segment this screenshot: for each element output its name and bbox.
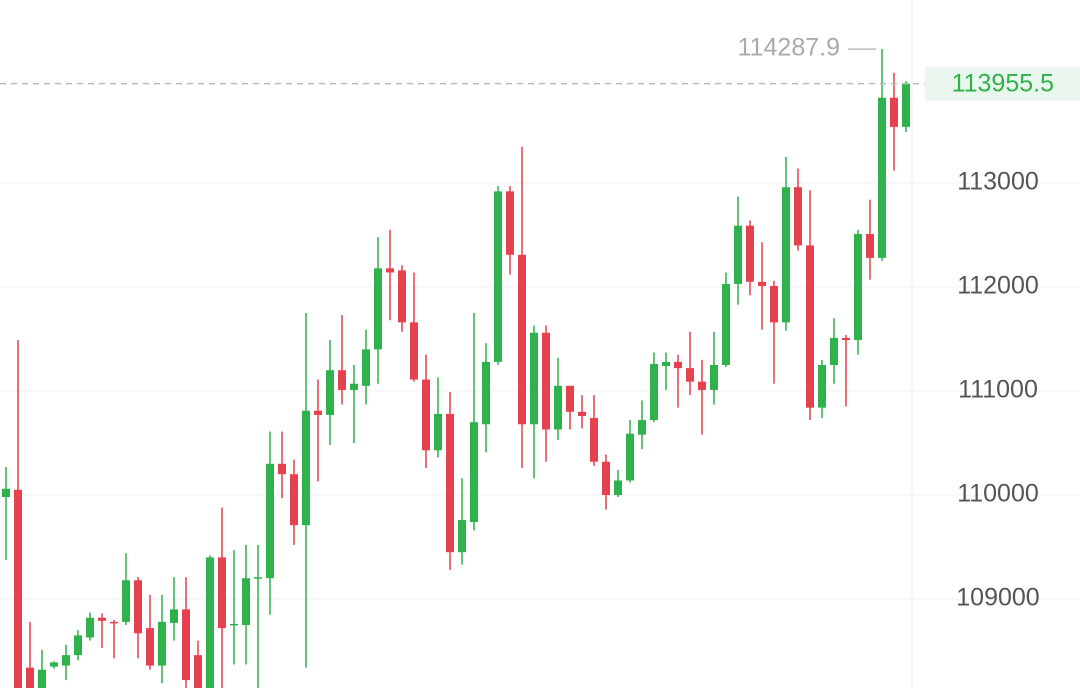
candle-body xyxy=(806,245,814,408)
candle-body xyxy=(794,187,802,246)
candle-body xyxy=(278,463,286,475)
y-tick-label: 111000 xyxy=(958,376,1038,404)
y-tick-label: 109000 xyxy=(956,584,1039,612)
candle-body xyxy=(230,623,238,626)
candle-body xyxy=(686,368,694,382)
y-tick-label: 110000 xyxy=(957,480,1039,508)
candle-body xyxy=(506,191,514,255)
candle-body xyxy=(14,489,22,688)
candle-body xyxy=(446,413,454,553)
candle-body xyxy=(698,381,706,390)
candle-body xyxy=(782,187,790,323)
candle-body xyxy=(830,337,838,366)
candle-body xyxy=(890,97,898,127)
candle-body xyxy=(710,365,718,390)
candle-body xyxy=(134,580,142,634)
candle-body xyxy=(542,332,550,430)
candle-body xyxy=(2,488,10,498)
candle-body xyxy=(578,411,586,416)
candle-body xyxy=(314,410,322,415)
candle-body xyxy=(746,225,754,282)
candle-body xyxy=(374,268,382,350)
candle-body xyxy=(434,413,442,451)
candle-body xyxy=(350,383,358,390)
candle-body xyxy=(74,635,82,656)
candle-body xyxy=(590,418,598,462)
candle-body xyxy=(98,617,106,621)
last-price-label: 113955.5 xyxy=(952,69,1054,97)
candle-body xyxy=(662,361,670,367)
candle-body xyxy=(722,283,730,366)
candle-body xyxy=(422,379,430,451)
candle-body xyxy=(338,370,346,390)
candle-body xyxy=(410,322,418,380)
candle-body xyxy=(266,463,274,579)
candle-body xyxy=(470,422,478,523)
candle-body xyxy=(170,609,178,623)
candle-body xyxy=(530,332,538,425)
candle-body xyxy=(110,621,118,624)
candle-body xyxy=(38,669,46,688)
candle-body xyxy=(770,285,778,323)
candle-body xyxy=(50,662,58,667)
y-tick-label: 113000 xyxy=(957,168,1039,196)
candle-body xyxy=(242,578,250,625)
candle-body xyxy=(554,385,562,430)
candle-body xyxy=(818,365,826,408)
candle-body xyxy=(494,191,502,362)
candle-body xyxy=(602,461,610,495)
candle-body xyxy=(362,349,370,386)
candle-body xyxy=(758,281,766,286)
candle-body xyxy=(458,519,466,553)
candle-body xyxy=(182,609,190,681)
last-price-badge xyxy=(925,66,1080,101)
candle-body xyxy=(518,254,526,425)
candle-body xyxy=(482,361,490,425)
candle-body xyxy=(398,270,406,323)
candle-body xyxy=(638,420,646,435)
candle-body xyxy=(206,557,214,688)
candle-body xyxy=(62,655,70,666)
candle-body xyxy=(122,580,130,622)
candle-body xyxy=(254,577,262,579)
candle-body xyxy=(86,617,94,638)
candle-body xyxy=(650,363,658,421)
candle-body xyxy=(326,370,334,415)
candle-body xyxy=(566,385,574,412)
max-price-label: 114287.9 xyxy=(738,34,840,62)
candle-body xyxy=(674,361,682,369)
candle-body xyxy=(218,557,226,629)
candle-body xyxy=(902,83,910,127)
candle-body xyxy=(854,233,862,341)
candle-body xyxy=(866,233,874,258)
candle-body xyxy=(302,410,310,526)
candle-body xyxy=(194,655,202,688)
candle-body xyxy=(878,97,886,258)
candle-body xyxy=(614,480,622,495)
candle-body xyxy=(626,433,634,481)
candle-body xyxy=(290,474,298,526)
y-tick-label: 112000 xyxy=(957,272,1039,300)
candle-body xyxy=(734,225,742,284)
candle-body xyxy=(26,667,34,688)
candle-body xyxy=(158,621,166,666)
candle-body xyxy=(386,268,394,273)
candle-body xyxy=(146,628,154,666)
candle-body xyxy=(842,337,850,341)
